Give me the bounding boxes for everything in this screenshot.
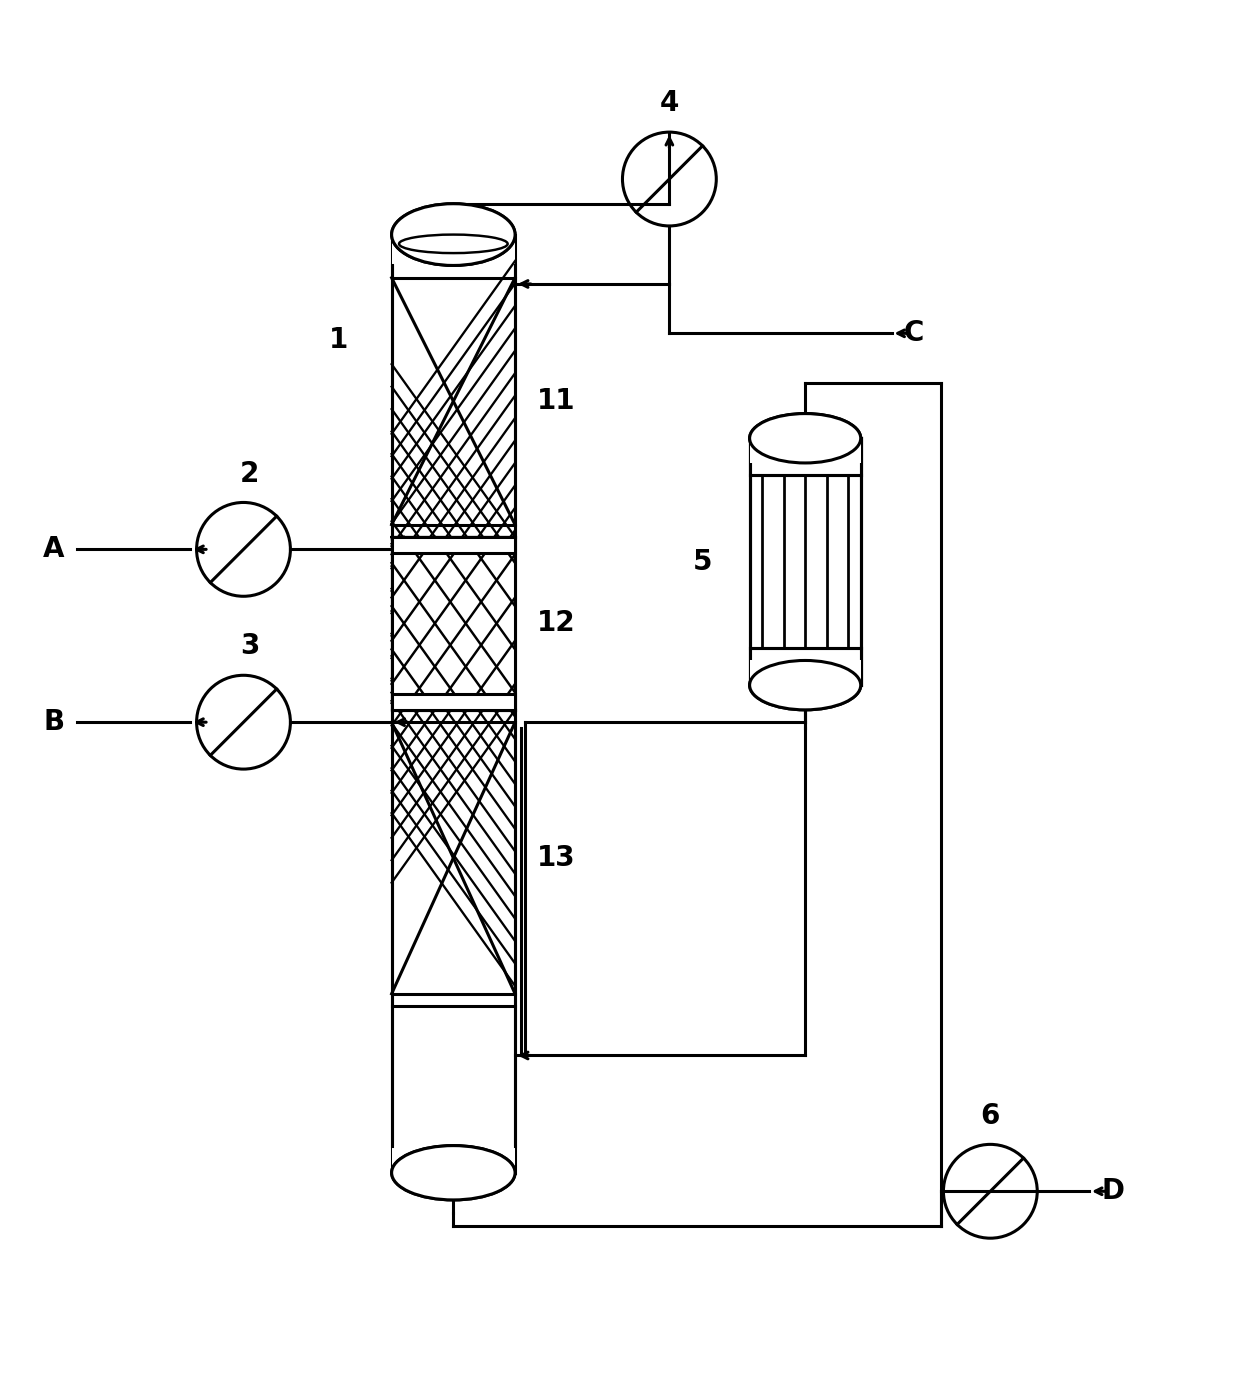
Text: 4: 4 (660, 89, 680, 117)
Ellipse shape (392, 1145, 515, 1200)
Bar (392, 537, 515, 552)
Bar (750, 660, 861, 685)
Text: 13: 13 (537, 844, 575, 872)
Text: D: D (1101, 1177, 1125, 1205)
Bar (750, 438, 861, 463)
Text: 2: 2 (241, 459, 259, 488)
Text: 11: 11 (537, 388, 575, 416)
Ellipse shape (392, 1145, 515, 1200)
Text: C: C (904, 319, 924, 347)
Bar (392, 537, 515, 710)
Bar (392, 537, 515, 710)
Text: A: A (43, 536, 64, 564)
Bar (392, 278, 515, 525)
Ellipse shape (750, 413, 861, 463)
Text: B: B (43, 709, 64, 737)
Text: 1: 1 (329, 325, 348, 353)
Text: 6: 6 (981, 1102, 999, 1130)
Bar (750, 438, 861, 463)
Bar (392, 693, 515, 710)
Bar (392, 537, 515, 710)
Ellipse shape (750, 660, 861, 710)
Bar (392, 723, 515, 993)
Ellipse shape (750, 413, 861, 463)
Ellipse shape (392, 204, 515, 265)
Text: 12: 12 (537, 610, 575, 638)
Ellipse shape (750, 660, 861, 710)
Bar (392, 234, 515, 265)
Bar (392, 1006, 515, 1123)
Ellipse shape (392, 204, 515, 265)
Bar (392, 537, 515, 710)
Text: 3: 3 (241, 632, 259, 660)
Bar (750, 649, 861, 685)
Text: 5: 5 (693, 548, 713, 576)
Bar (392, 1145, 515, 1173)
Bar (750, 660, 861, 685)
Bar (750, 438, 861, 685)
Bar (750, 438, 861, 476)
Bar (392, 537, 515, 710)
